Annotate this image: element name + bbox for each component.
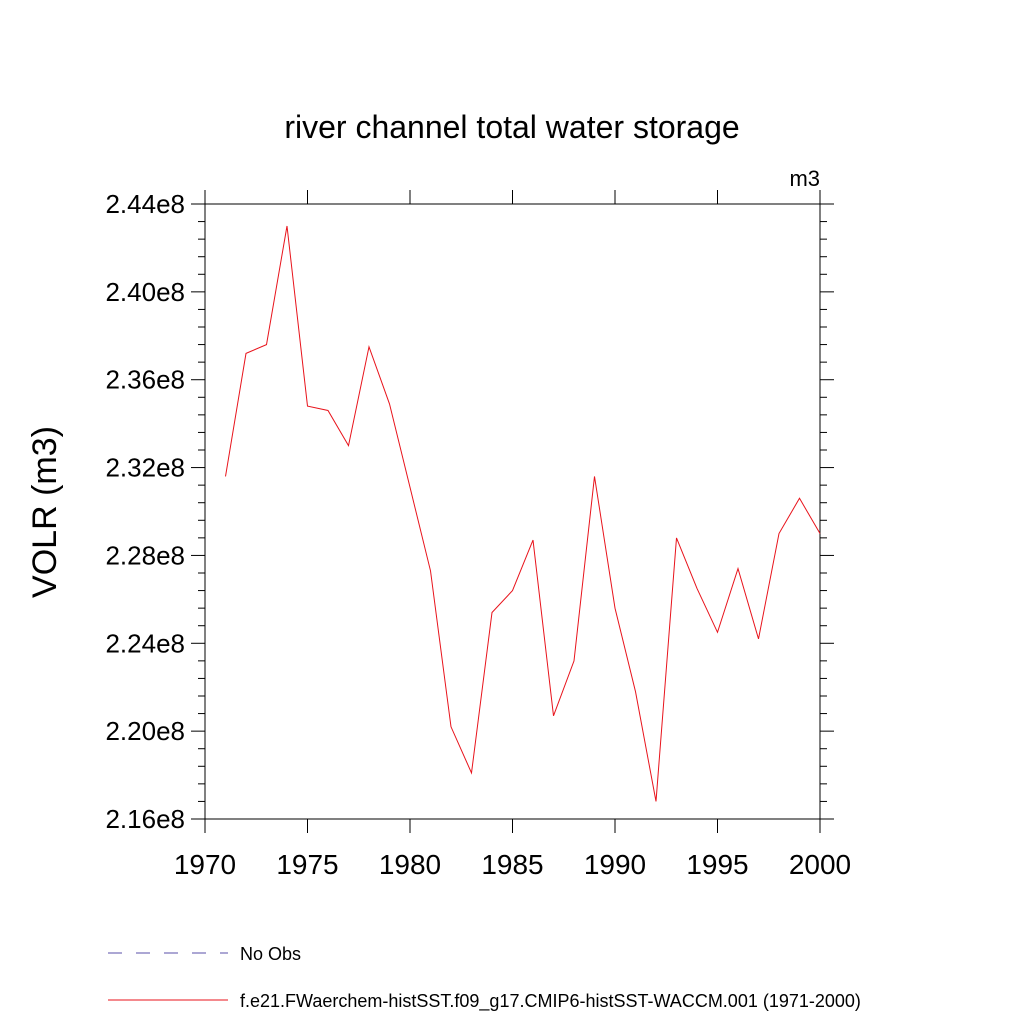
- legend-label: No Obs: [240, 944, 301, 964]
- legend-label: f.e21.FWaerchem-histSST.f09_g17.CMIP6-hi…: [240, 991, 861, 1012]
- x-tick-label: 1970: [174, 849, 236, 880]
- series-line: [225, 225, 821, 802]
- y-tick-label: 2.28e8: [105, 540, 185, 570]
- y-tick-label: 2.16e8: [105, 804, 185, 834]
- x-tick-label: 1995: [686, 849, 748, 880]
- plot-frame: [204, 203, 821, 820]
- y-tick-label: 2.36e8: [105, 365, 185, 395]
- data-series: [225, 225, 821, 802]
- x-tick-label: 1990: [584, 849, 646, 880]
- x-tick-label: 1975: [276, 849, 338, 880]
- axis-tick-labels: 2.16e8 2.20e8 2.24e8 2.28e8 2.32e8 2.36e8 2.40…: [105, 189, 851, 880]
- y-tick-label: 2.20e8: [105, 716, 185, 746]
- y-tick-label: 2.24e8: [105, 628, 185, 658]
- y-axis-label: VOLR (m3): [26, 426, 64, 598]
- legend: No Obs f.e21.FWaerchem-histSST.f09_g17.CM…: [108, 944, 861, 1012]
- chart-title: river channel total water storage: [284, 109, 739, 145]
- units-label: m3: [789, 166, 820, 191]
- x-tick-label: 1980: [379, 849, 441, 880]
- x-tick-label: 1985: [481, 849, 543, 880]
- y-tick-label: 2.44e8: [105, 189, 185, 219]
- y-tick-label: 2.32e8: [105, 453, 185, 483]
- axis-ticks: [191, 190, 834, 833]
- x-tick-label: 2000: [789, 849, 851, 880]
- y-tick-label: 2.40e8: [105, 277, 185, 307]
